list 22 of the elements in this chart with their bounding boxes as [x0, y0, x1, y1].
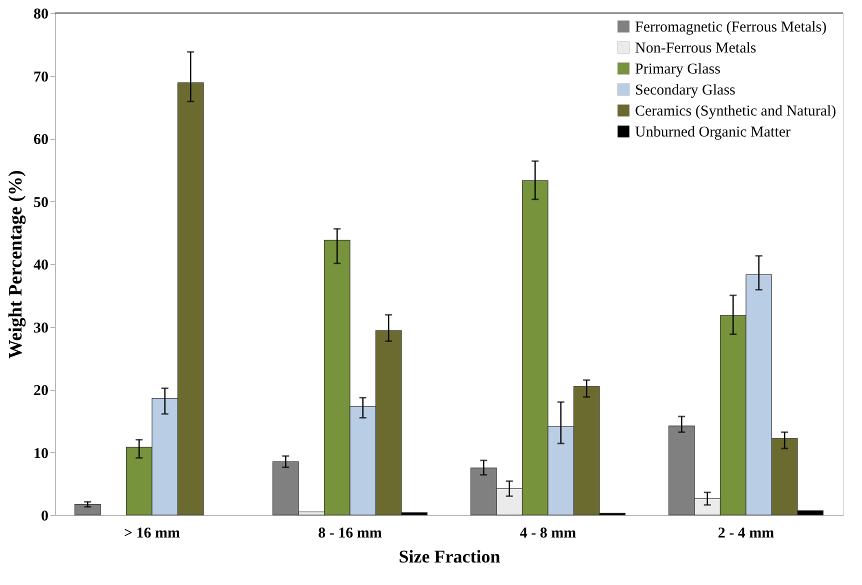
legend-label: Primary Glass: [635, 62, 721, 78]
x-tick-label: > 16 mm: [124, 526, 181, 542]
bar: [74, 504, 101, 516]
legend-label: Ceramics (Synthetic and Natural): [635, 104, 836, 120]
x-tick-label: 2 - 4 mm: [718, 526, 775, 542]
y-tick-label: 40: [34, 258, 48, 274]
y-tick-label: 50: [34, 194, 48, 211]
y-tick-label: 60: [34, 132, 48, 148]
y-tick-label: 20: [34, 383, 48, 399]
y-tick-label: 30: [34, 320, 48, 336]
y-axis-title: Weight Percentage (%): [6, 170, 26, 359]
legend-label: Secondary Glass: [635, 82, 736, 98]
x-tick-label: 4 - 8 mm: [520, 526, 577, 542]
legend-label: Non-Ferrous Metals: [635, 40, 756, 56]
legend-label: Ferromagnetic (Ferrous Metals): [635, 20, 827, 36]
x-tick-label: 8 - 16 mm: [318, 526, 382, 542]
y-tick-label: 70: [34, 69, 48, 86]
x-axis-title: Size Fraction: [398, 546, 500, 566]
y-tick-label: 10: [34, 446, 48, 462]
legend-label: Unburned Organic Matter: [635, 124, 791, 140]
y-tick-label: 80: [34, 6, 48, 22]
y-tick-label: 0: [41, 508, 48, 524]
